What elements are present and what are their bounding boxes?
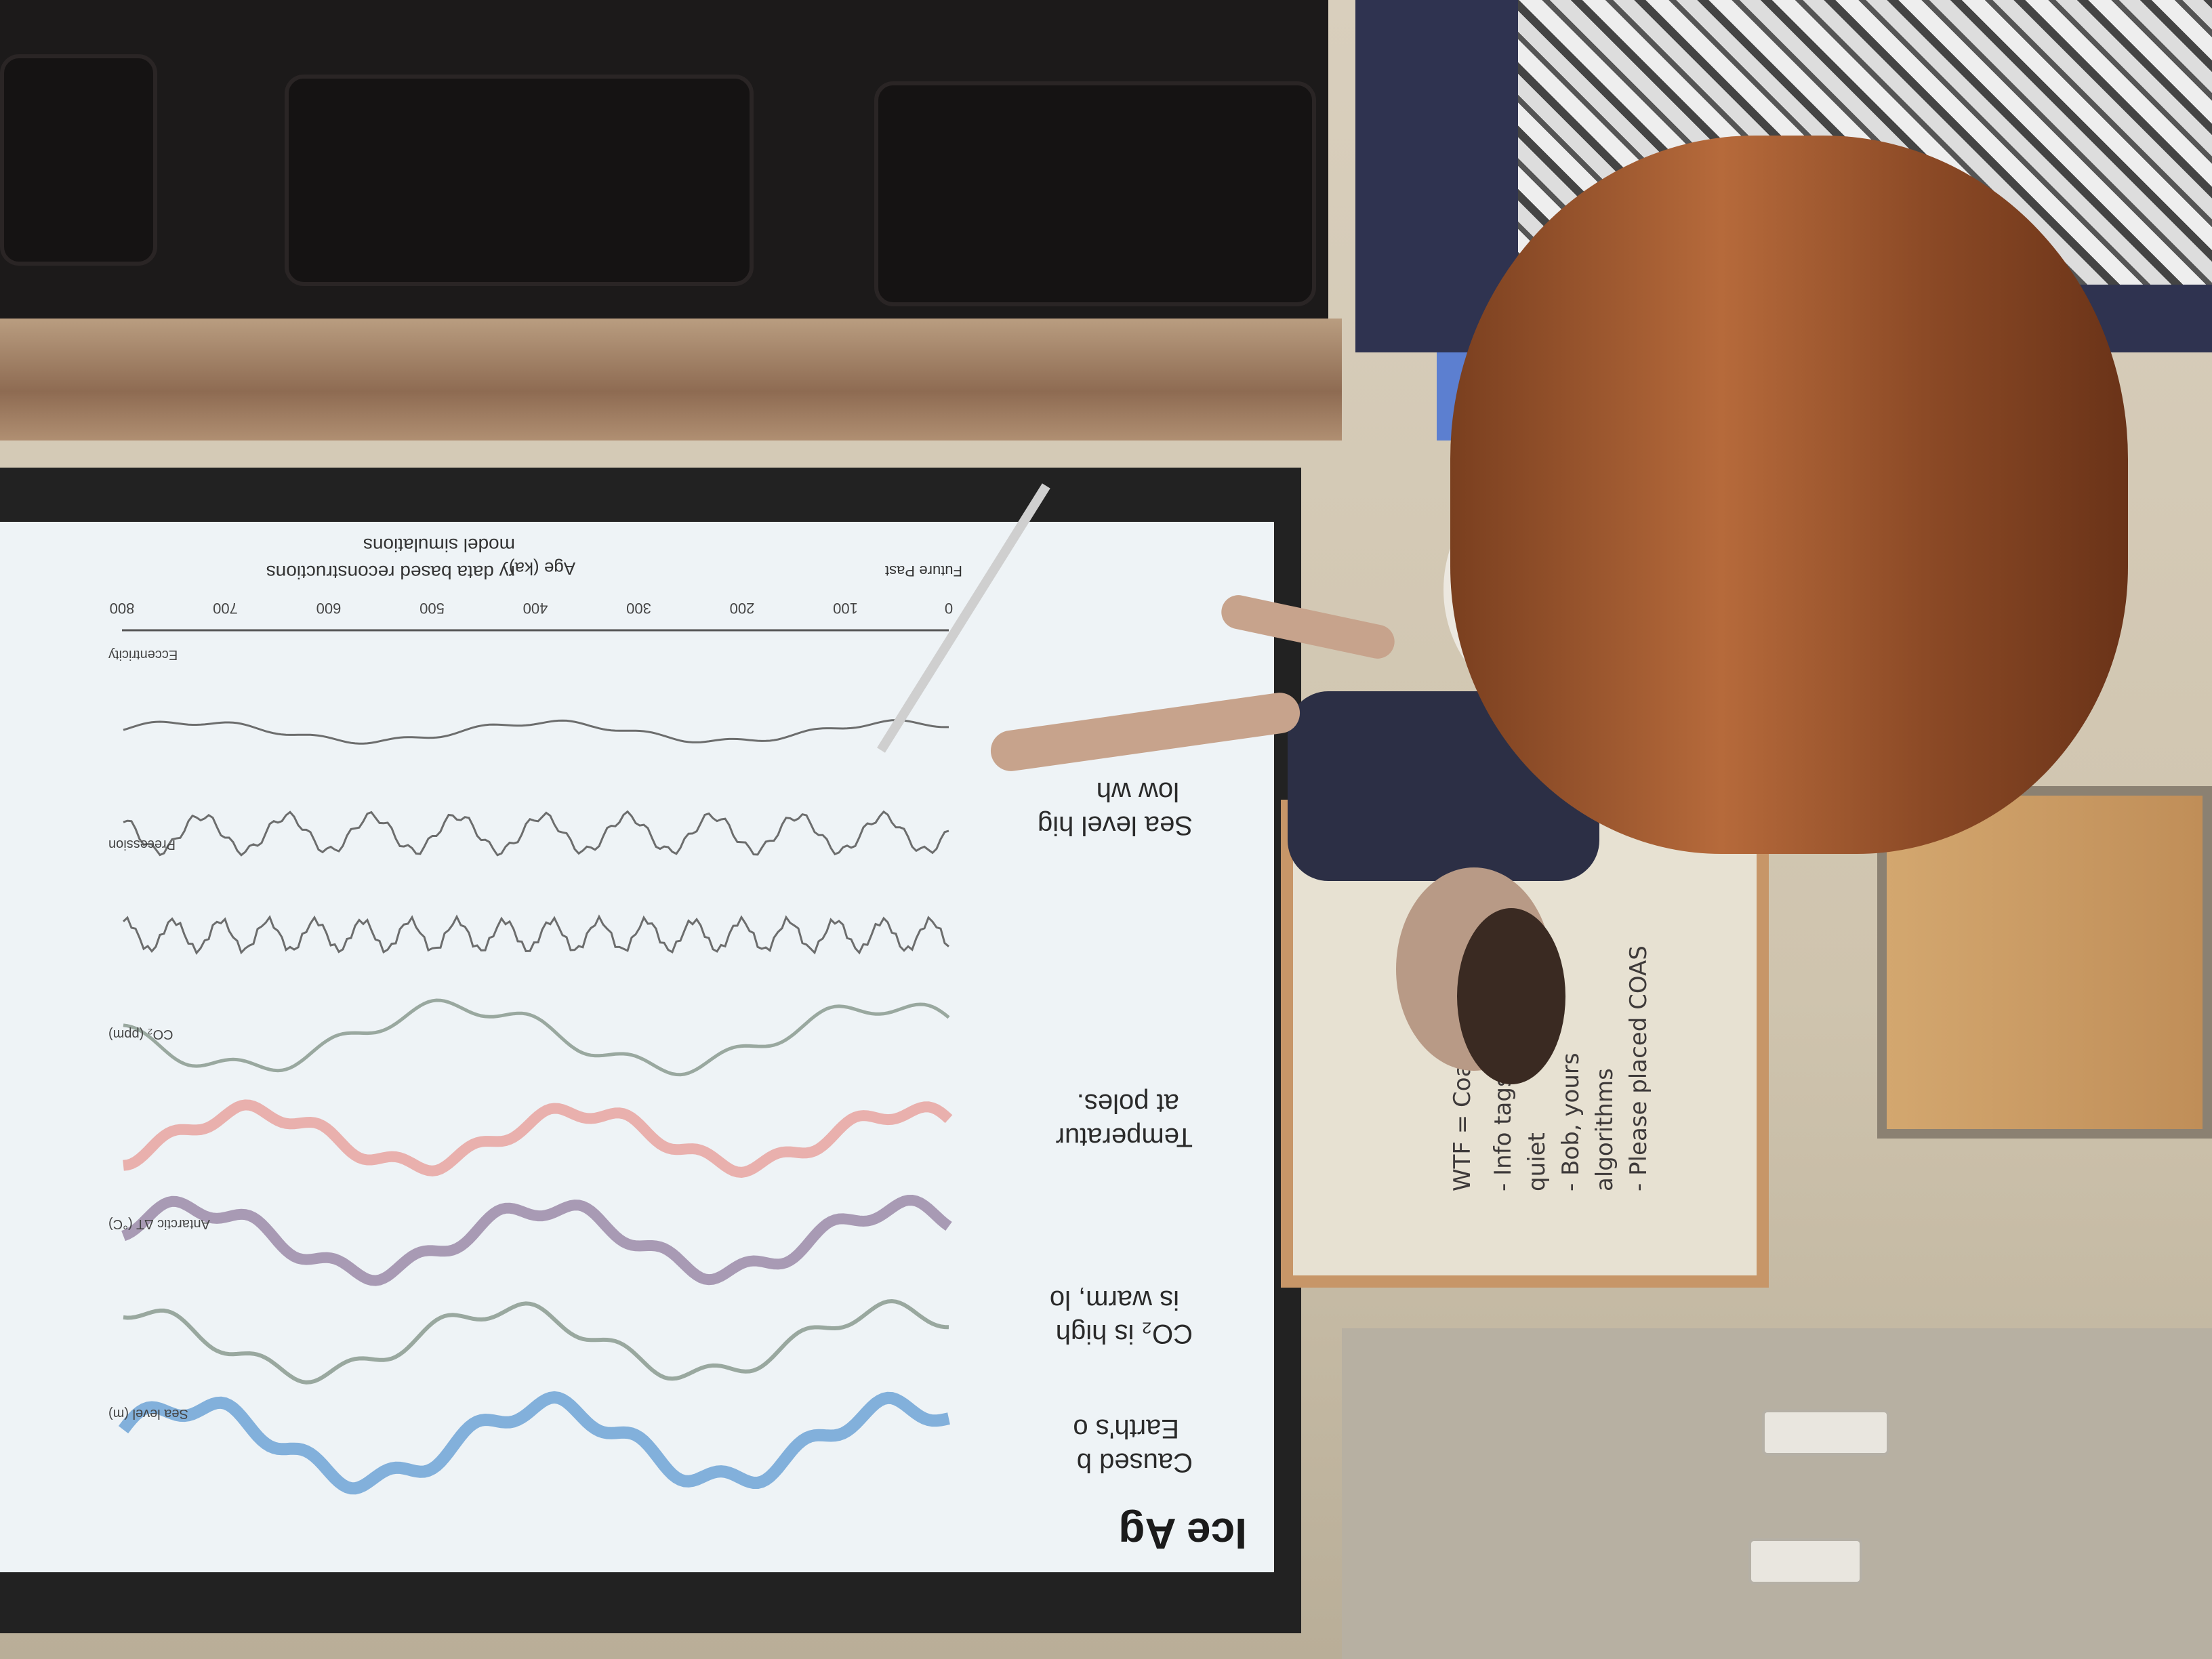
name-tent <box>1748 1538 1862 1584</box>
series-line <box>122 914 949 955</box>
panel-label: CO₂ (ppm) <box>108 1027 173 1042</box>
whiteboard-line: - Info tags <box>1490 1075 1517 1191</box>
presenter-hair <box>1457 908 1565 1084</box>
wood-cabinet <box>1877 786 2212 1139</box>
bullet: Earth's o <box>1073 1414 1179 1443</box>
name-tent <box>1762 1410 1889 1456</box>
past-label: Past <box>885 562 915 579</box>
chair <box>0 54 157 266</box>
future-label: Future <box>919 562 962 579</box>
tick-label: 100 <box>833 600 858 617</box>
whiteboard-line: quiet <box>1523 1132 1551 1191</box>
foreground-hair <box>1450 136 2128 854</box>
tick-label: 200 <box>730 600 755 617</box>
bullet: low wh <box>1096 777 1179 806</box>
tick-label: 500 <box>419 600 445 617</box>
whiteboard-line: algorithms <box>1591 1068 1618 1191</box>
slide-title: Ice Ag <box>1118 1509 1247 1558</box>
slide: Ice Ag Caused b Earth's o CO₂ is high is… <box>0 522 1274 1572</box>
wood-rail <box>0 319 1342 441</box>
chair <box>285 75 754 286</box>
bullet: Caused b <box>1076 1448 1193 1477</box>
tick-label: 0 <box>945 600 953 617</box>
tick-label: 700 <box>213 600 238 617</box>
bullet: is warm, lo <box>1049 1285 1179 1315</box>
tick-label: 300 <box>626 600 651 617</box>
panel-label: Sea level (m) <box>108 1406 188 1421</box>
bullet: at poles. <box>1076 1088 1179 1118</box>
tick-label: 800 <box>110 600 135 617</box>
tick-label: 600 <box>316 600 342 617</box>
panel-label: Precession <box>108 837 176 852</box>
panel-label: Eccentricity <box>108 647 178 662</box>
legend-item: ry data based reconstructions <box>266 562 515 583</box>
tick-label: 400 <box>523 600 548 617</box>
bullet: Temperatur <box>1055 1122 1193 1152</box>
series-line <box>121 1194 952 1286</box>
whiteboard-line: - Bob, yours <box>1557 1052 1584 1191</box>
projection-screen: Ice Ag Caused b Earth's o CO₂ is high is… <box>0 522 1274 1572</box>
series-line <box>123 1099 953 1178</box>
series-line <box>118 1391 950 1495</box>
bullet: Sea level hig <box>1037 811 1193 840</box>
panel-label: Antarctic ΔT (°C) <box>108 1216 210 1231</box>
series-line <box>123 1298 949 1385</box>
stacked-curves: 0 100 200 300 400 500 600 700 800 Eccentricity Pre… <box>108 600 953 1495</box>
bullet: CO₂ is high <box>1055 1319 1193 1349</box>
paleoclimate-figure: 0 100 200 300 400 500 600 700 800 Eccentricity Pre… <box>108 558 962 1495</box>
tables <box>1342 1328 2212 1659</box>
legend-item: model simulations <box>363 535 515 556</box>
axis-label: Age (ka) <box>509 558 575 579</box>
whiteboard-line: - Please placed COAS <box>1625 945 1652 1191</box>
series-line <box>123 719 949 745</box>
chair <box>874 81 1316 306</box>
series-line <box>123 810 949 857</box>
series-line <box>123 998 950 1077</box>
chair-row <box>0 0 1328 319</box>
